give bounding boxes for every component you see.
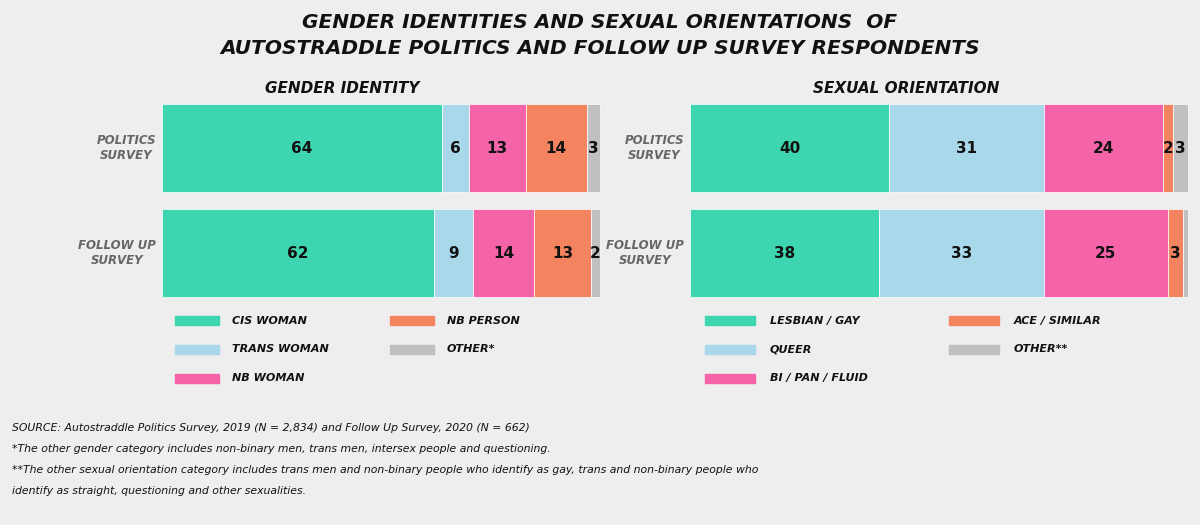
Text: 14: 14 bbox=[493, 246, 515, 260]
Text: TRANS WOMAN: TRANS WOMAN bbox=[232, 344, 329, 354]
Text: *The other gender category includes non-binary men, trans men, intersex people a: *The other gender category includes non-… bbox=[12, 444, 551, 454]
Text: POLITICS
SURVEY: POLITICS SURVEY bbox=[96, 134, 156, 162]
Bar bbox=[433, 209, 473, 297]
Text: CIS WOMAN: CIS WOMAN bbox=[232, 316, 307, 326]
Bar bbox=[1174, 104, 1188, 192]
Text: LESBIAN / GAY: LESBIAN / GAY bbox=[769, 316, 859, 326]
Text: BI / PAN / FLUID: BI / PAN / FLUID bbox=[769, 373, 868, 383]
Bar bbox=[690, 104, 889, 192]
Bar bbox=[880, 209, 1044, 297]
Text: 2: 2 bbox=[1163, 141, 1174, 155]
Text: SEXUAL ORIENTATION: SEXUAL ORIENTATION bbox=[812, 81, 1000, 97]
Bar bbox=[592, 209, 600, 297]
Bar bbox=[175, 345, 218, 354]
Text: NB PERSON: NB PERSON bbox=[446, 316, 520, 326]
Text: 3: 3 bbox=[1175, 141, 1186, 155]
Text: NB WOMAN: NB WOMAN bbox=[232, 373, 305, 383]
Text: identify as straight, questioning and other sexualities.: identify as straight, questioning and ot… bbox=[12, 486, 306, 496]
Text: 6: 6 bbox=[450, 141, 461, 155]
Text: 13: 13 bbox=[552, 246, 574, 260]
Bar bbox=[1163, 104, 1174, 192]
Text: **The other sexual orientation category includes trans men and non-binary people: **The other sexual orientation category … bbox=[12, 465, 758, 475]
Text: FOLLOW UP
SURVEY: FOLLOW UP SURVEY bbox=[78, 239, 156, 267]
Bar bbox=[162, 104, 443, 192]
Text: 31: 31 bbox=[956, 141, 977, 155]
Text: GENDER IDENTITIES AND SEXUAL ORIENTATIONS  OF: GENDER IDENTITIES AND SEXUAL ORIENTATION… bbox=[302, 13, 898, 32]
Bar bbox=[690, 209, 880, 297]
Text: 24: 24 bbox=[1093, 141, 1114, 155]
Bar bbox=[1044, 209, 1168, 297]
Text: QUEER: QUEER bbox=[769, 344, 812, 354]
Text: OTHER**: OTHER** bbox=[1014, 344, 1068, 354]
Bar bbox=[704, 345, 755, 354]
Bar bbox=[1168, 209, 1183, 297]
Bar bbox=[949, 345, 998, 354]
Bar bbox=[443, 104, 469, 192]
Text: 33: 33 bbox=[950, 246, 972, 260]
Bar bbox=[473, 209, 534, 297]
Text: POLITICS
SURVEY: POLITICS SURVEY bbox=[624, 134, 684, 162]
Text: FOLLOW UP
SURVEY: FOLLOW UP SURVEY bbox=[606, 239, 684, 267]
Bar bbox=[704, 374, 755, 383]
Bar bbox=[468, 104, 526, 192]
Bar bbox=[949, 316, 998, 326]
Text: GENDER IDENTITY: GENDER IDENTITY bbox=[265, 81, 419, 97]
Text: AUTOSTRADDLE POLITICS AND FOLLOW UP SURVEY RESPONDENTS: AUTOSTRADDLE POLITICS AND FOLLOW UP SURV… bbox=[220, 39, 980, 58]
Text: SOURCE: Autostraddle Politics Survey, 2019 (N = 2,834) and Follow Up Survey, 202: SOURCE: Autostraddle Politics Survey, 20… bbox=[12, 423, 529, 433]
Text: 3: 3 bbox=[1170, 246, 1181, 260]
Text: 38: 38 bbox=[774, 246, 796, 260]
Bar bbox=[704, 316, 755, 326]
Bar bbox=[587, 104, 600, 192]
Bar bbox=[390, 316, 433, 326]
Text: 14: 14 bbox=[546, 141, 566, 155]
Text: OTHER*: OTHER* bbox=[446, 344, 496, 354]
Bar bbox=[534, 209, 592, 297]
Text: 9: 9 bbox=[448, 246, 458, 260]
Bar bbox=[1183, 209, 1188, 297]
Bar bbox=[162, 209, 433, 297]
Text: 62: 62 bbox=[287, 246, 308, 260]
Text: 25: 25 bbox=[1096, 246, 1116, 260]
Bar bbox=[175, 316, 218, 326]
Text: 40: 40 bbox=[779, 141, 800, 155]
Text: 13: 13 bbox=[486, 141, 508, 155]
Bar bbox=[390, 345, 433, 354]
Text: 3: 3 bbox=[588, 141, 599, 155]
Text: 64: 64 bbox=[292, 141, 313, 155]
Bar bbox=[889, 104, 1044, 192]
Text: ACE / SIMILAR: ACE / SIMILAR bbox=[1014, 316, 1102, 326]
Text: 2: 2 bbox=[590, 246, 601, 260]
Bar bbox=[175, 374, 218, 383]
Bar bbox=[526, 104, 587, 192]
Bar bbox=[1044, 104, 1163, 192]
